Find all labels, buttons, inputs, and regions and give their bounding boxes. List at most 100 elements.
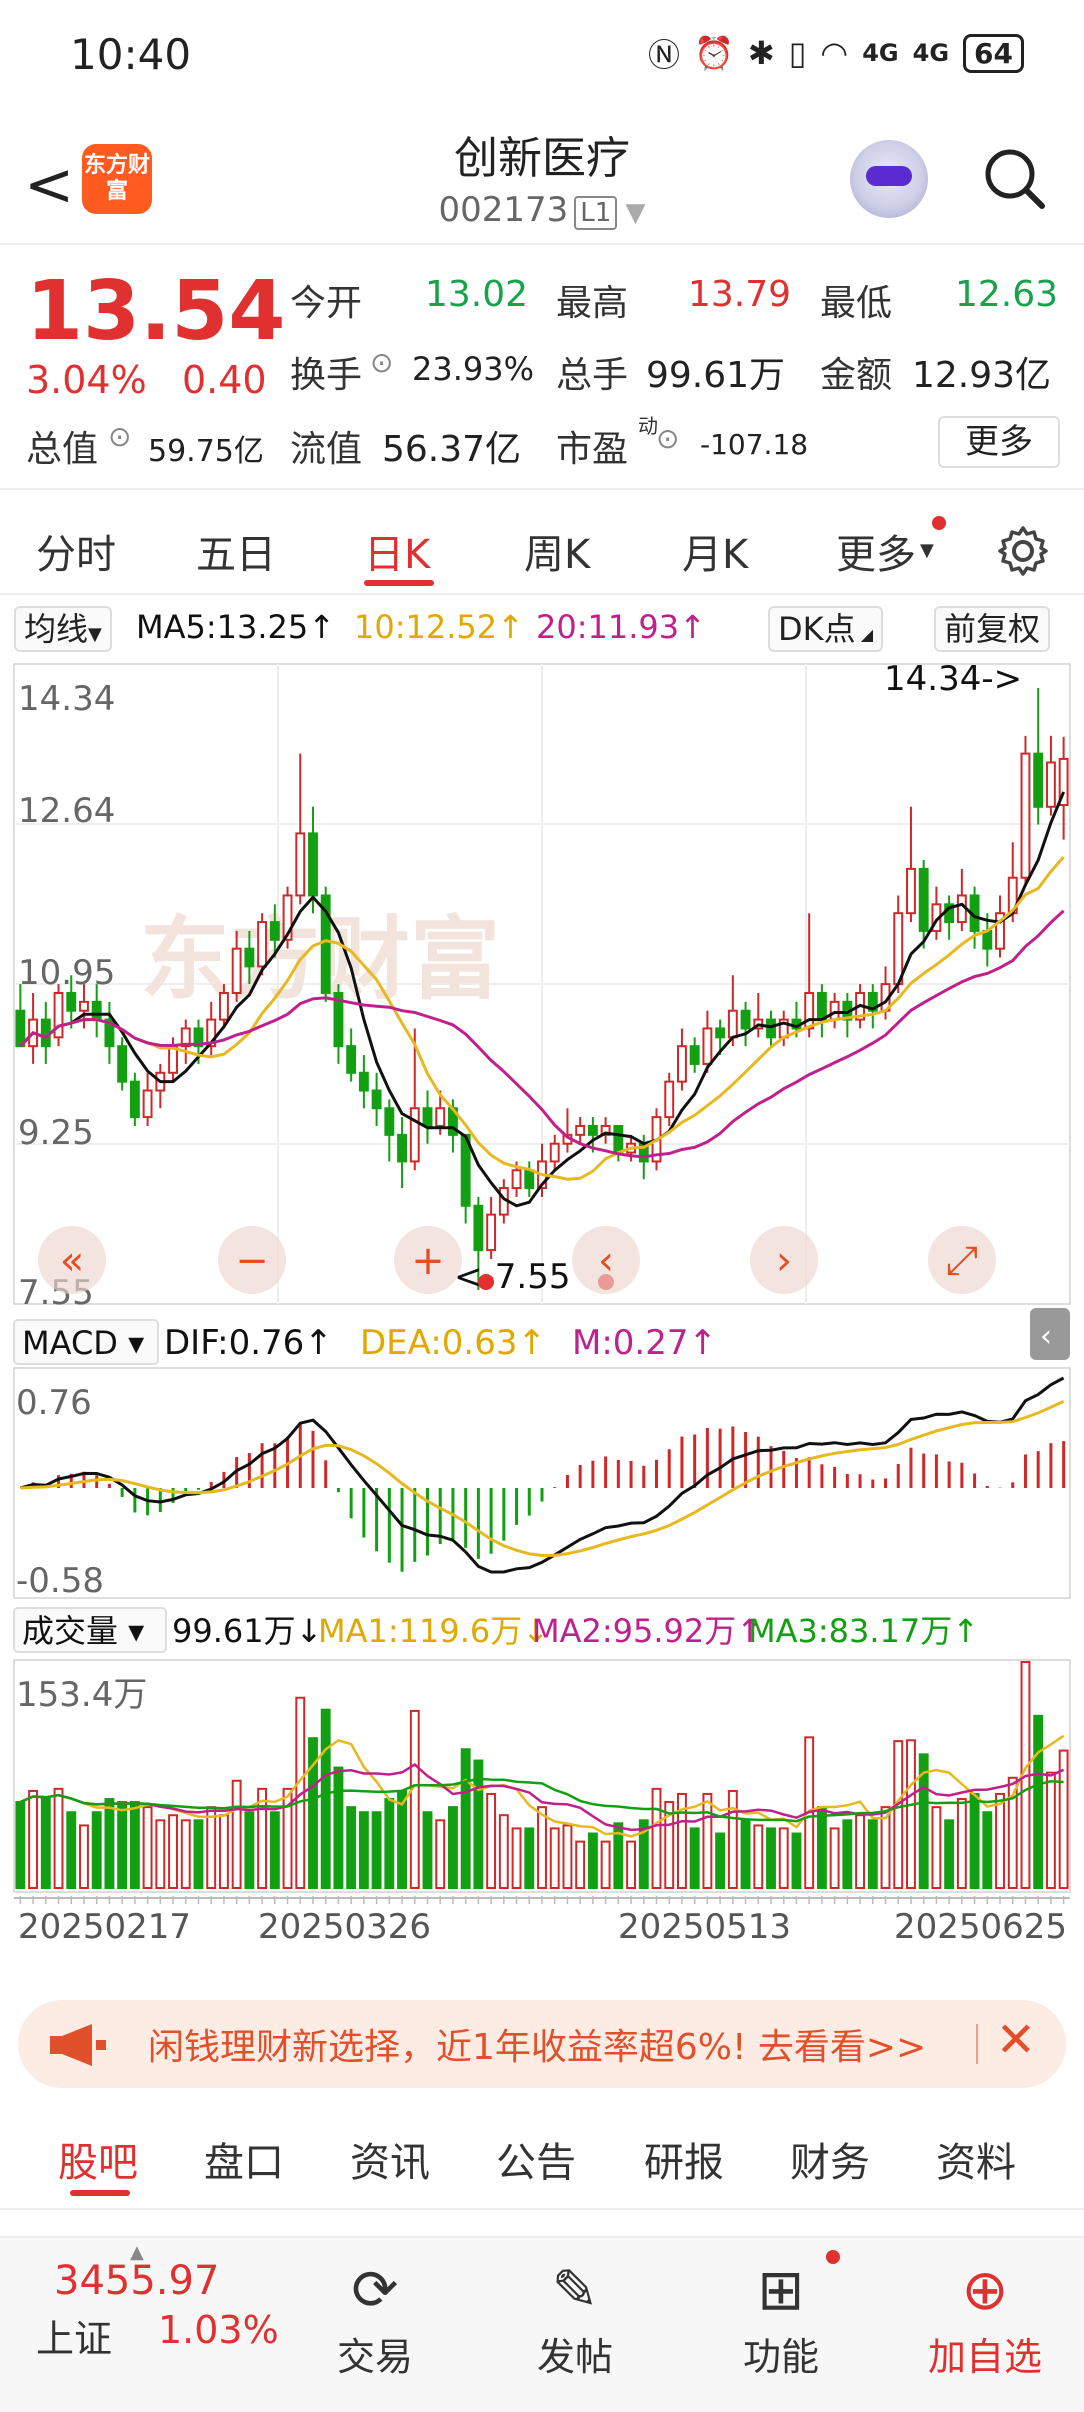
scroll-left-icon-bg[interactable] [38,1226,106,1294]
promo-banner[interactable]: 闲钱理财新选择，近1年收益率超6%! 去看看>> ✕ [18,2000,1066,2088]
info-icon-2[interactable]: ⊙ [108,420,132,453]
add-watchlist-button[interactable]: ⊕ 加自选 [910,2256,1060,2381]
candle-body [409,1107,420,1163]
zoom-out-icon-bg[interactable] [218,1226,286,1294]
volume-selector[interactable] [13,1607,167,1653]
step-left-icon-bg[interactable] [572,1226,640,1294]
candle-body [282,894,293,941]
volume-bar [664,1801,675,1889]
candle-body [549,1142,560,1163]
volume-ma2: MA2:95.92万↑ [532,1612,763,1650]
volume-bar [816,1806,827,1889]
volume-bar [193,1819,204,1889]
volume-bar [40,1798,51,1890]
volume-bar [308,1737,318,1890]
macd-dea: DEA:0.63↑ [360,1323,546,1363]
grid-icon: ⊞ [757,2258,805,2323]
volume-bar [66,1811,77,1890]
tab-finance[interactable]: 财务 [790,2140,870,2186]
candle-body [524,1169,535,1190]
volume-bar [918,1753,929,1889]
function-label: 功能 [742,2335,819,2379]
post-button[interactable]: ✎ 发帖 [500,2256,650,2381]
candle-body [104,1018,115,1048]
volume-bar [702,1792,713,1889]
trade-button[interactable]: ⟳ 交易 [300,2256,450,2381]
scroll-left-icon[interactable]: « [60,1238,84,1284]
info-tabs: 股吧 盘口 资讯 公告 研报 财务 资料 [0,2100,1084,2210]
assistant-robot-icon[interactable] [850,140,928,218]
step-right-icon-bg[interactable] [750,1226,818,1294]
fullscreen-icon[interactable]: ⤢ [946,1238,978,1284]
candle-body [804,991,815,1030]
close-icon[interactable]: ✕ [995,2012,1036,2068]
app-logo[interactable]: 东方财富 [82,144,152,214]
more-quote-button[interactable]: 更多 [938,416,1060,468]
tab-five-day[interactable]: 五日 [196,532,276,578]
gear-icon[interactable] [996,524,1050,578]
index-value[interactable]: 3455.97 [54,2258,220,2304]
volume-bar [206,1806,217,1889]
volume-bar [715,1832,726,1889]
date-label: 20250625 [894,1907,1067,1947]
volume-bar [969,1792,980,1889]
volume-bar [626,1840,637,1889]
tab-monthly-k[interactable]: 月K [682,532,749,578]
adjust-button[interactable]: 前复权 [934,606,1051,652]
min-price-label: <-7.55 [454,1257,570,1297]
pe-value: -107.18 [700,428,809,461]
step-left-icon[interactable]: ‹ [598,1238,614,1284]
zoom-out-icon[interactable]: − [235,1238,269,1284]
tab-profile[interactable]: 资料 [936,2140,1016,2186]
search-icon[interactable] [982,146,1046,210]
ma10-value: 10:12.52↑ [354,608,524,646]
candle-body [346,1045,357,1074]
chevron-down-icon: ▼ [617,198,646,228]
candle-body [129,1080,140,1119]
tab-orderbook[interactable]: 盘口 [204,2140,284,2186]
candle-body [906,867,916,915]
bottom-bar: ▲ 3455.97 上证 1.03% ⟳ 交易 ✎ 发帖 ⊞ 功能 ⊕ 加自选 [0,2236,1084,2412]
last-price: 13.54 [26,264,286,359]
function-button[interactable]: ⊞ 功能 [706,2256,856,2381]
tab-news[interactable]: 资讯 [350,2140,430,2186]
volume-bar [562,1824,573,1890]
caret-up-icon[interactable]: ▲ [130,2242,144,2263]
tab-daily-k[interactable]: 日K [364,532,431,578]
candle-body [231,947,242,994]
macd-selector[interactable] [13,1319,159,1365]
collapse-panel-button[interactable] [1030,1308,1070,1360]
fullscreen-icon-bg[interactable] [928,1226,996,1294]
step-right-icon[interactable]: › [776,1238,792,1284]
volume-bar [842,1819,853,1889]
tab-intraday[interactable]: 分时 [36,532,116,578]
dk-point-button[interactable]: DK点 ◢ [768,606,884,652]
tab-more[interactable]: 更多 [836,532,916,578]
volume-bar [333,1766,344,1889]
low-label: 最低 [820,283,893,324]
volume-bar [880,1806,891,1889]
volume-bar [15,1801,26,1889]
candle-body [677,1045,687,1083]
date-label: 20250513 [618,1907,791,1947]
volume-bar [727,1789,738,1889]
volume-bar [753,1824,764,1890]
low-value: 12.63 [955,274,1059,315]
volume-bar [1045,1771,1056,1890]
info-icon[interactable]: ⊙ [370,346,394,379]
back-icon[interactable]: < [24,150,75,220]
tab-research[interactable]: 研报 [644,2140,724,2186]
info-icon-3[interactable]: ⊙ [656,422,680,455]
volume-bar [1033,1714,1044,1889]
zoom-in-icon[interactable]: + [411,1238,445,1284]
volume-bar [486,1792,497,1889]
ma-selector[interactable]: 均线▼ [14,606,112,652]
tab-weekly-k[interactable]: 周K [524,532,591,578]
date-label: 20250326 [258,1907,431,1947]
tab-forum[interactable]: 股吧 [58,2140,138,2186]
stock-code[interactable]: 002173 L1 ▼ [0,190,1084,230]
zoom-in-icon-bg[interactable] [394,1226,462,1294]
tab-announcement[interactable]: 公告 [496,2140,576,2186]
index-percent: 1.03% [158,2308,279,2352]
